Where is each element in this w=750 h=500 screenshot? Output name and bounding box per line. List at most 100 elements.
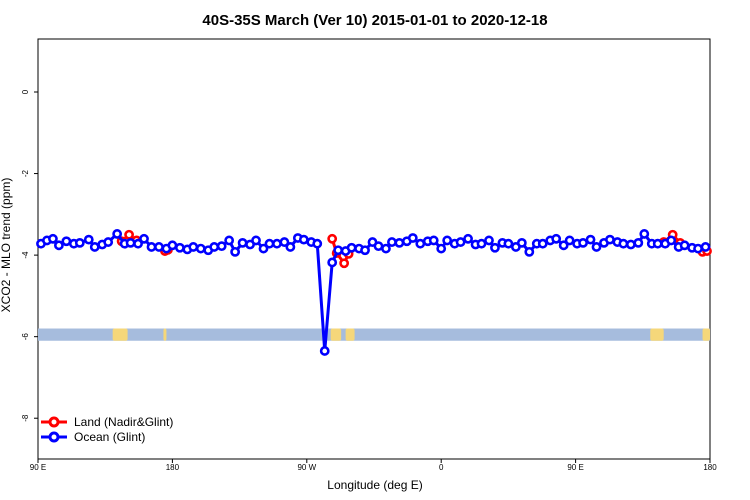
series-1-point-45 xyxy=(346,242,357,253)
ocean-band xyxy=(38,328,710,341)
series-1-point-29 xyxy=(237,237,248,248)
series-1-point-77 xyxy=(564,235,575,246)
y-tick-label-1: -2 xyxy=(21,169,30,177)
series-1-point-94 xyxy=(679,240,690,251)
series-1-point-50 xyxy=(381,243,391,254)
series-1-point-47 xyxy=(360,245,370,256)
land-spot-1 xyxy=(163,328,167,341)
series-1-point-73 xyxy=(537,238,548,249)
series-1-point-11 xyxy=(112,229,123,239)
series-1-point-92 xyxy=(666,235,677,246)
series-1-point-58 xyxy=(436,243,447,254)
series-1-point-27 xyxy=(224,235,235,246)
series-1-point-17 xyxy=(154,242,164,252)
x-tick-label-3: 0 xyxy=(439,463,444,472)
y-tick-label-3: -6 xyxy=(21,333,30,341)
series-1-point-41 xyxy=(319,346,330,356)
series-1-point-31 xyxy=(251,235,261,246)
legend-land-marker xyxy=(48,416,60,428)
land-spot-2 xyxy=(330,328,342,341)
series-1-point-85 xyxy=(618,238,629,249)
series-1-point-49 xyxy=(373,241,384,252)
series-1-point-6 xyxy=(74,237,85,248)
series-1-point-8 xyxy=(89,242,100,252)
series-1-point-87 xyxy=(633,237,644,248)
legend-ocean-label: Ocean (Glint) xyxy=(74,430,145,444)
series-1-point-28 xyxy=(230,246,241,257)
series-1-point-4 xyxy=(61,236,72,247)
legend-ocean-marker xyxy=(48,431,60,443)
series-1-point-16 xyxy=(146,242,157,252)
series-1-point-96 xyxy=(693,243,703,254)
y-axis-label: XCO2 - MLO trend (ppm) xyxy=(0,178,13,313)
series-1-point-71 xyxy=(524,246,535,257)
series-1-point-86 xyxy=(625,239,636,250)
series-1-point-90 xyxy=(652,238,663,249)
land-spot-3 xyxy=(345,328,355,341)
series-1-point-54 xyxy=(407,233,418,243)
series-0-point-1 xyxy=(124,229,134,240)
series-1-point-43 xyxy=(333,245,344,256)
series-0-point-5 xyxy=(327,233,338,244)
series-1-point-14 xyxy=(133,238,143,249)
series-1-point-10 xyxy=(103,237,114,247)
series-1-point-61 xyxy=(455,237,466,247)
series-1-point-55 xyxy=(415,238,426,249)
series-1-point-76 xyxy=(558,240,569,251)
series-1-point-59 xyxy=(442,235,453,246)
series-1-point-51 xyxy=(387,237,397,247)
series-1-point-65 xyxy=(484,235,494,246)
legend: Land (Nadir&Glint) Ocean (Glint) xyxy=(41,415,173,444)
series-1-point-26 xyxy=(216,241,227,252)
series-1-point-32 xyxy=(258,243,269,254)
land-spot-4 xyxy=(650,328,664,341)
y-tick-label-2: -4 xyxy=(21,251,30,259)
series-1-point-57 xyxy=(428,235,439,246)
x-tick-label-1: 180 xyxy=(166,463,180,472)
series-1 xyxy=(36,229,711,356)
series-1-point-34 xyxy=(272,238,282,249)
series-1-point-2 xyxy=(48,233,58,244)
legend-land-label: Land (Nadir&Glint) xyxy=(74,415,173,429)
series-0-point-7 xyxy=(339,258,350,269)
series-1-point-62 xyxy=(463,233,473,244)
x-tick-label-4: 90 E xyxy=(567,463,583,472)
land-spot-0 xyxy=(112,328,128,341)
series-1-point-52 xyxy=(394,237,405,248)
series-1-point-70 xyxy=(516,237,527,248)
series-1-point-7 xyxy=(83,234,94,245)
series-1-point-22 xyxy=(188,242,199,252)
series-1-point-79 xyxy=(578,237,588,248)
series-1-point-81 xyxy=(591,242,602,252)
y-tick-label-4: -8 xyxy=(21,414,30,422)
series-1-point-33 xyxy=(264,238,275,249)
series-1-point-42 xyxy=(327,257,338,268)
series-1-point-80 xyxy=(585,234,596,245)
land-spot-5 xyxy=(702,328,710,341)
series-1-point-19 xyxy=(167,240,178,251)
series-1-point-25 xyxy=(209,242,220,252)
series-1-point-3 xyxy=(54,240,64,251)
x-axis: 90 E 180 90 W 0 90 E 180 xyxy=(30,459,717,472)
series-1-point-35 xyxy=(279,237,290,247)
series-1-point-36 xyxy=(285,242,296,252)
series-1-point-20 xyxy=(174,242,185,253)
series-1-point-66 xyxy=(490,242,500,253)
x-tick-label-5: 180 xyxy=(703,463,717,472)
series-1-point-15 xyxy=(139,233,149,244)
x-axis-label: Longitude (deg E) xyxy=(327,478,422,492)
series-layer xyxy=(36,229,712,356)
y-axis: 0 -2 -4 -6 -8 xyxy=(21,89,38,422)
series-1-point-64 xyxy=(476,238,487,249)
series-1-point-68 xyxy=(503,238,514,249)
series-0-line xyxy=(330,238,350,265)
y-tick-label-0: 0 xyxy=(21,89,30,94)
series-1-point-97 xyxy=(700,242,711,252)
series-1-point-23 xyxy=(195,243,206,254)
chart-title: 40S-35S March (Ver 10) 2015-01-01 to 202… xyxy=(202,12,547,29)
series-1-point-40 xyxy=(312,238,323,249)
series-1-point-75 xyxy=(551,233,562,244)
series-1-point-38 xyxy=(298,234,309,245)
x-tick-label-2: 90 W xyxy=(297,463,316,472)
